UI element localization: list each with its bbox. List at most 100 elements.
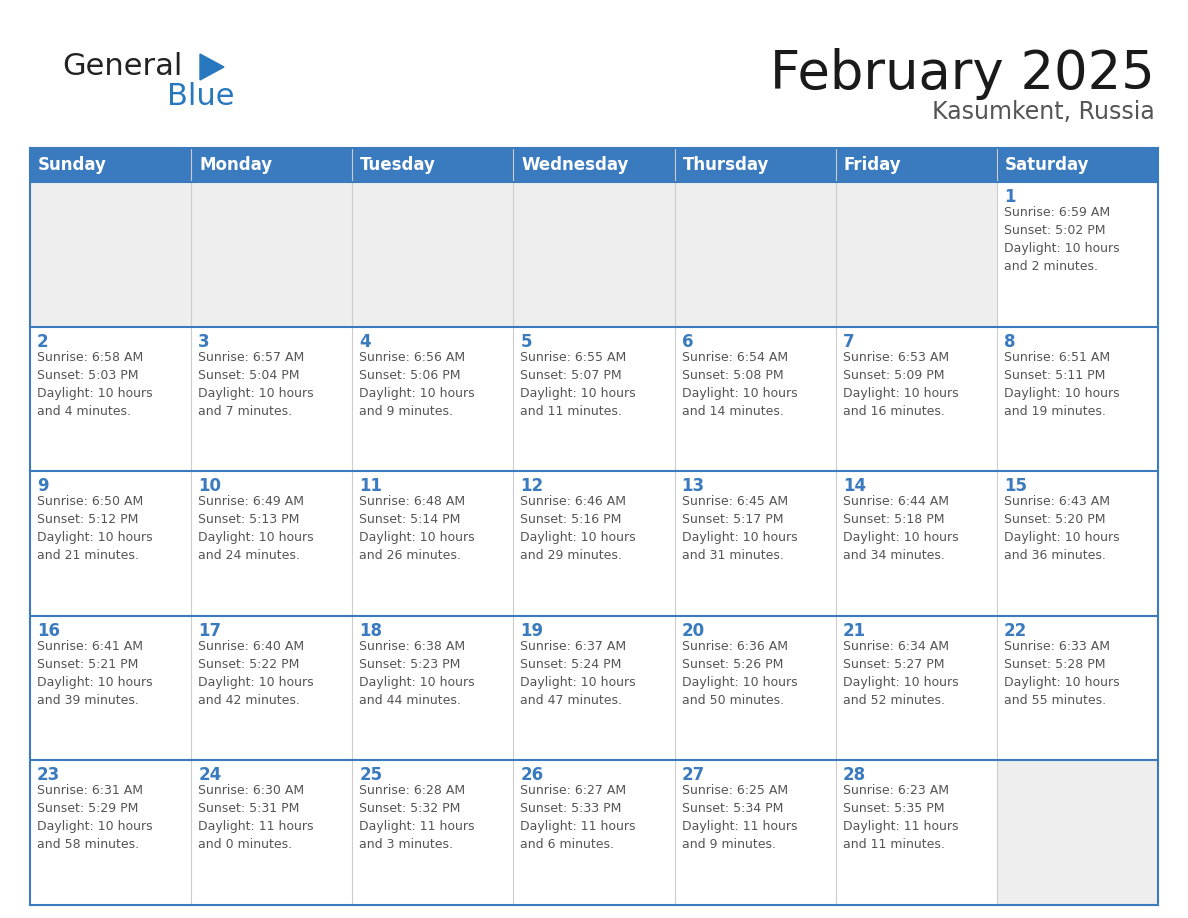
Text: Saturday: Saturday: [1005, 156, 1089, 174]
Text: 2: 2: [37, 332, 49, 351]
Text: 8: 8: [1004, 332, 1016, 351]
Text: Sunrise: 6:54 AM
Sunset: 5:08 PM
Daylight: 10 hours
and 14 minutes.: Sunrise: 6:54 AM Sunset: 5:08 PM Dayligh…: [682, 351, 797, 418]
Text: Sunrise: 6:37 AM
Sunset: 5:24 PM
Daylight: 10 hours
and 47 minutes.: Sunrise: 6:37 AM Sunset: 5:24 PM Dayligh…: [520, 640, 636, 707]
Bar: [997, 327, 1158, 471]
Bar: [191, 327, 353, 471]
Text: 28: 28: [842, 767, 866, 784]
Bar: [513, 471, 675, 616]
Text: Sunrise: 6:38 AM
Sunset: 5:23 PM
Daylight: 10 hours
and 44 minutes.: Sunrise: 6:38 AM Sunset: 5:23 PM Dayligh…: [359, 640, 475, 707]
Text: Sunrise: 6:33 AM
Sunset: 5:28 PM
Daylight: 10 hours
and 55 minutes.: Sunrise: 6:33 AM Sunset: 5:28 PM Dayligh…: [1004, 640, 1119, 707]
Bar: [353, 471, 513, 616]
Text: 15: 15: [1004, 477, 1026, 495]
Text: Sunrise: 6:41 AM
Sunset: 5:21 PM
Daylight: 10 hours
and 39 minutes.: Sunrise: 6:41 AM Sunset: 5:21 PM Dayligh…: [37, 640, 152, 707]
Bar: [513, 327, 675, 471]
Bar: [997, 760, 1158, 905]
Bar: [353, 182, 513, 327]
Text: Sunrise: 6:31 AM
Sunset: 5:29 PM
Daylight: 10 hours
and 58 minutes.: Sunrise: 6:31 AM Sunset: 5:29 PM Dayligh…: [37, 784, 152, 851]
Text: Sunrise: 6:58 AM
Sunset: 5:03 PM
Daylight: 10 hours
and 4 minutes.: Sunrise: 6:58 AM Sunset: 5:03 PM Dayligh…: [37, 351, 152, 418]
Text: Sunrise: 6:48 AM
Sunset: 5:14 PM
Daylight: 10 hours
and 26 minutes.: Sunrise: 6:48 AM Sunset: 5:14 PM Dayligh…: [359, 495, 475, 562]
Text: Sunrise: 6:56 AM
Sunset: 5:06 PM
Daylight: 10 hours
and 9 minutes.: Sunrise: 6:56 AM Sunset: 5:06 PM Dayligh…: [359, 351, 475, 418]
Text: 5: 5: [520, 332, 532, 351]
Text: 23: 23: [37, 767, 61, 784]
Text: Sunrise: 6:28 AM
Sunset: 5:32 PM
Daylight: 11 hours
and 3 minutes.: Sunrise: 6:28 AM Sunset: 5:32 PM Dayligh…: [359, 784, 475, 851]
Bar: [675, 327, 835, 471]
Text: 24: 24: [198, 767, 221, 784]
Text: 17: 17: [198, 621, 221, 640]
Text: 16: 16: [37, 621, 61, 640]
Bar: [513, 760, 675, 905]
Bar: [997, 471, 1158, 616]
Text: 21: 21: [842, 621, 866, 640]
Bar: [835, 616, 997, 760]
Text: Tuesday: Tuesday: [360, 156, 436, 174]
Text: Sunrise: 6:51 AM
Sunset: 5:11 PM
Daylight: 10 hours
and 19 minutes.: Sunrise: 6:51 AM Sunset: 5:11 PM Dayligh…: [1004, 351, 1119, 418]
Text: Sunrise: 6:53 AM
Sunset: 5:09 PM
Daylight: 10 hours
and 16 minutes.: Sunrise: 6:53 AM Sunset: 5:09 PM Dayligh…: [842, 351, 959, 418]
Text: Sunrise: 6:36 AM
Sunset: 5:26 PM
Daylight: 10 hours
and 50 minutes.: Sunrise: 6:36 AM Sunset: 5:26 PM Dayligh…: [682, 640, 797, 707]
Text: 9: 9: [37, 477, 49, 495]
Bar: [675, 182, 835, 327]
Text: 4: 4: [359, 332, 371, 351]
Bar: [353, 760, 513, 905]
Text: Sunrise: 6:57 AM
Sunset: 5:04 PM
Daylight: 10 hours
and 7 minutes.: Sunrise: 6:57 AM Sunset: 5:04 PM Dayligh…: [198, 351, 314, 418]
Text: 22: 22: [1004, 621, 1028, 640]
Text: 26: 26: [520, 767, 544, 784]
Text: Sunday: Sunday: [38, 156, 107, 174]
Text: Sunrise: 6:25 AM
Sunset: 5:34 PM
Daylight: 11 hours
and 9 minutes.: Sunrise: 6:25 AM Sunset: 5:34 PM Dayligh…: [682, 784, 797, 851]
Text: Sunrise: 6:49 AM
Sunset: 5:13 PM
Daylight: 10 hours
and 24 minutes.: Sunrise: 6:49 AM Sunset: 5:13 PM Dayligh…: [198, 495, 314, 562]
Bar: [30, 471, 191, 616]
Bar: [191, 760, 353, 905]
Text: Sunrise: 6:34 AM
Sunset: 5:27 PM
Daylight: 10 hours
and 52 minutes.: Sunrise: 6:34 AM Sunset: 5:27 PM Dayligh…: [842, 640, 959, 707]
Bar: [30, 760, 191, 905]
Bar: [675, 471, 835, 616]
Polygon shape: [200, 54, 225, 80]
Text: 27: 27: [682, 767, 704, 784]
Text: 6: 6: [682, 332, 693, 351]
Bar: [675, 760, 835, 905]
Text: 19: 19: [520, 621, 544, 640]
Bar: [675, 616, 835, 760]
Text: Kasumkent, Russia: Kasumkent, Russia: [933, 100, 1155, 124]
Text: 18: 18: [359, 621, 383, 640]
Text: 13: 13: [682, 477, 704, 495]
Text: Sunrise: 6:45 AM
Sunset: 5:17 PM
Daylight: 10 hours
and 31 minutes.: Sunrise: 6:45 AM Sunset: 5:17 PM Dayligh…: [682, 495, 797, 562]
Bar: [30, 327, 191, 471]
Text: 14: 14: [842, 477, 866, 495]
Text: Sunrise: 6:59 AM
Sunset: 5:02 PM
Daylight: 10 hours
and 2 minutes.: Sunrise: 6:59 AM Sunset: 5:02 PM Dayligh…: [1004, 206, 1119, 273]
Bar: [191, 182, 353, 327]
Bar: [835, 182, 997, 327]
Text: Wednesday: Wednesday: [522, 156, 628, 174]
Text: Friday: Friday: [843, 156, 902, 174]
Bar: [835, 760, 997, 905]
Text: 1: 1: [1004, 188, 1016, 206]
Text: Sunrise: 6:30 AM
Sunset: 5:31 PM
Daylight: 11 hours
and 0 minutes.: Sunrise: 6:30 AM Sunset: 5:31 PM Dayligh…: [198, 784, 314, 851]
Text: Sunrise: 6:43 AM
Sunset: 5:20 PM
Daylight: 10 hours
and 36 minutes.: Sunrise: 6:43 AM Sunset: 5:20 PM Dayligh…: [1004, 495, 1119, 562]
Bar: [353, 327, 513, 471]
Text: Blue: Blue: [168, 82, 234, 111]
Text: Sunrise: 6:40 AM
Sunset: 5:22 PM
Daylight: 10 hours
and 42 minutes.: Sunrise: 6:40 AM Sunset: 5:22 PM Dayligh…: [198, 640, 314, 707]
Text: 10: 10: [198, 477, 221, 495]
Text: General: General: [62, 52, 183, 81]
Text: 12: 12: [520, 477, 544, 495]
Text: 7: 7: [842, 332, 854, 351]
Bar: [353, 616, 513, 760]
Text: Sunrise: 6:46 AM
Sunset: 5:16 PM
Daylight: 10 hours
and 29 minutes.: Sunrise: 6:46 AM Sunset: 5:16 PM Dayligh…: [520, 495, 636, 562]
Text: 11: 11: [359, 477, 383, 495]
Bar: [835, 327, 997, 471]
Bar: [30, 148, 1158, 182]
Text: Thursday: Thursday: [683, 156, 769, 174]
Bar: [30, 616, 191, 760]
Bar: [191, 471, 353, 616]
Bar: [513, 616, 675, 760]
Text: February 2025: February 2025: [770, 48, 1155, 100]
Text: Sunrise: 6:50 AM
Sunset: 5:12 PM
Daylight: 10 hours
and 21 minutes.: Sunrise: 6:50 AM Sunset: 5:12 PM Dayligh…: [37, 495, 152, 562]
Text: Sunrise: 6:44 AM
Sunset: 5:18 PM
Daylight: 10 hours
and 34 minutes.: Sunrise: 6:44 AM Sunset: 5:18 PM Dayligh…: [842, 495, 959, 562]
Bar: [513, 182, 675, 327]
Bar: [997, 182, 1158, 327]
Text: Sunrise: 6:27 AM
Sunset: 5:33 PM
Daylight: 11 hours
and 6 minutes.: Sunrise: 6:27 AM Sunset: 5:33 PM Dayligh…: [520, 784, 636, 851]
Text: Sunrise: 6:55 AM
Sunset: 5:07 PM
Daylight: 10 hours
and 11 minutes.: Sunrise: 6:55 AM Sunset: 5:07 PM Dayligh…: [520, 351, 636, 418]
Bar: [30, 182, 191, 327]
Text: 25: 25: [359, 767, 383, 784]
Bar: [835, 471, 997, 616]
Bar: [191, 616, 353, 760]
Text: 20: 20: [682, 621, 704, 640]
